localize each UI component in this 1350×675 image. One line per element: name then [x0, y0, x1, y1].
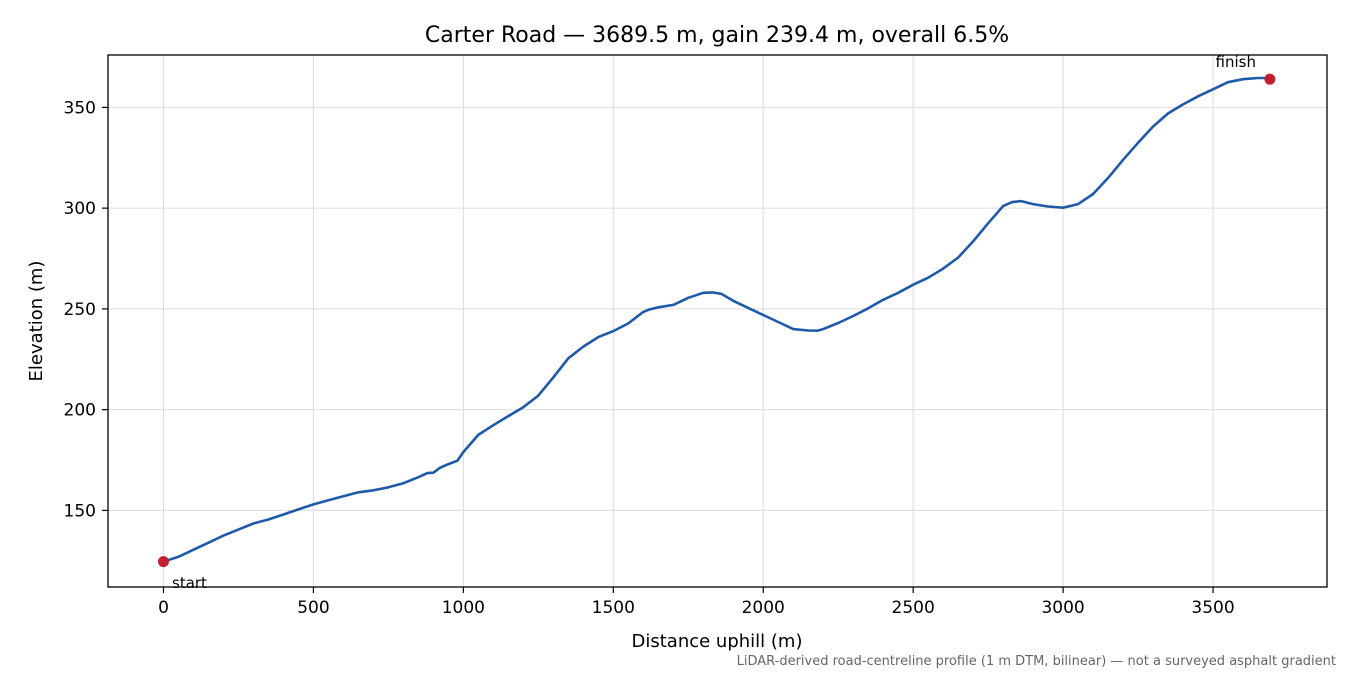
grid-layer: [108, 55, 1327, 587]
start-marker: [157, 556, 169, 568]
y-tick-label: 200: [64, 401, 96, 421]
y-tick-label: 150: [64, 501, 96, 521]
finish-annotation: finish: [1216, 53, 1256, 71]
x-tick-label: 3000: [1041, 598, 1084, 618]
series-layer: [162, 76, 1272, 563]
marker-layer: [157, 73, 1276, 568]
chart-title: Carter Road — 3689.5 m, gain 239.4 m, ov…: [425, 23, 1009, 48]
y-tick-label: 300: [64, 199, 96, 219]
x-tick-label: 1000: [442, 598, 485, 618]
y-axis-label: Elevation (m): [26, 261, 47, 382]
y-tick-label: 350: [64, 98, 96, 118]
plot-frame: [107, 54, 1328, 588]
x-axis-label: Distance uphill (m): [632, 631, 803, 652]
x-tick-label: 500: [297, 598, 329, 618]
data-source-note: LiDAR-derived road-centreline profile (1…: [737, 654, 1336, 669]
x-tick-label: 1500: [592, 598, 635, 618]
x-tick-label: 2500: [892, 598, 935, 618]
tick-layer: 0 500 1000 1500 2000 2500 3000 3500 150 200 250 300…: [64, 98, 1235, 618]
x-tick-label: 2000: [742, 598, 785, 618]
y-tick-label: 250: [64, 300, 96, 320]
start-annotation: start: [172, 574, 207, 592]
x-tick-label: 3500: [1191, 598, 1234, 618]
finish-marker: [1264, 73, 1276, 85]
elevation-line: [162, 76, 1272, 563]
x-tick-label: 0: [158, 598, 169, 618]
